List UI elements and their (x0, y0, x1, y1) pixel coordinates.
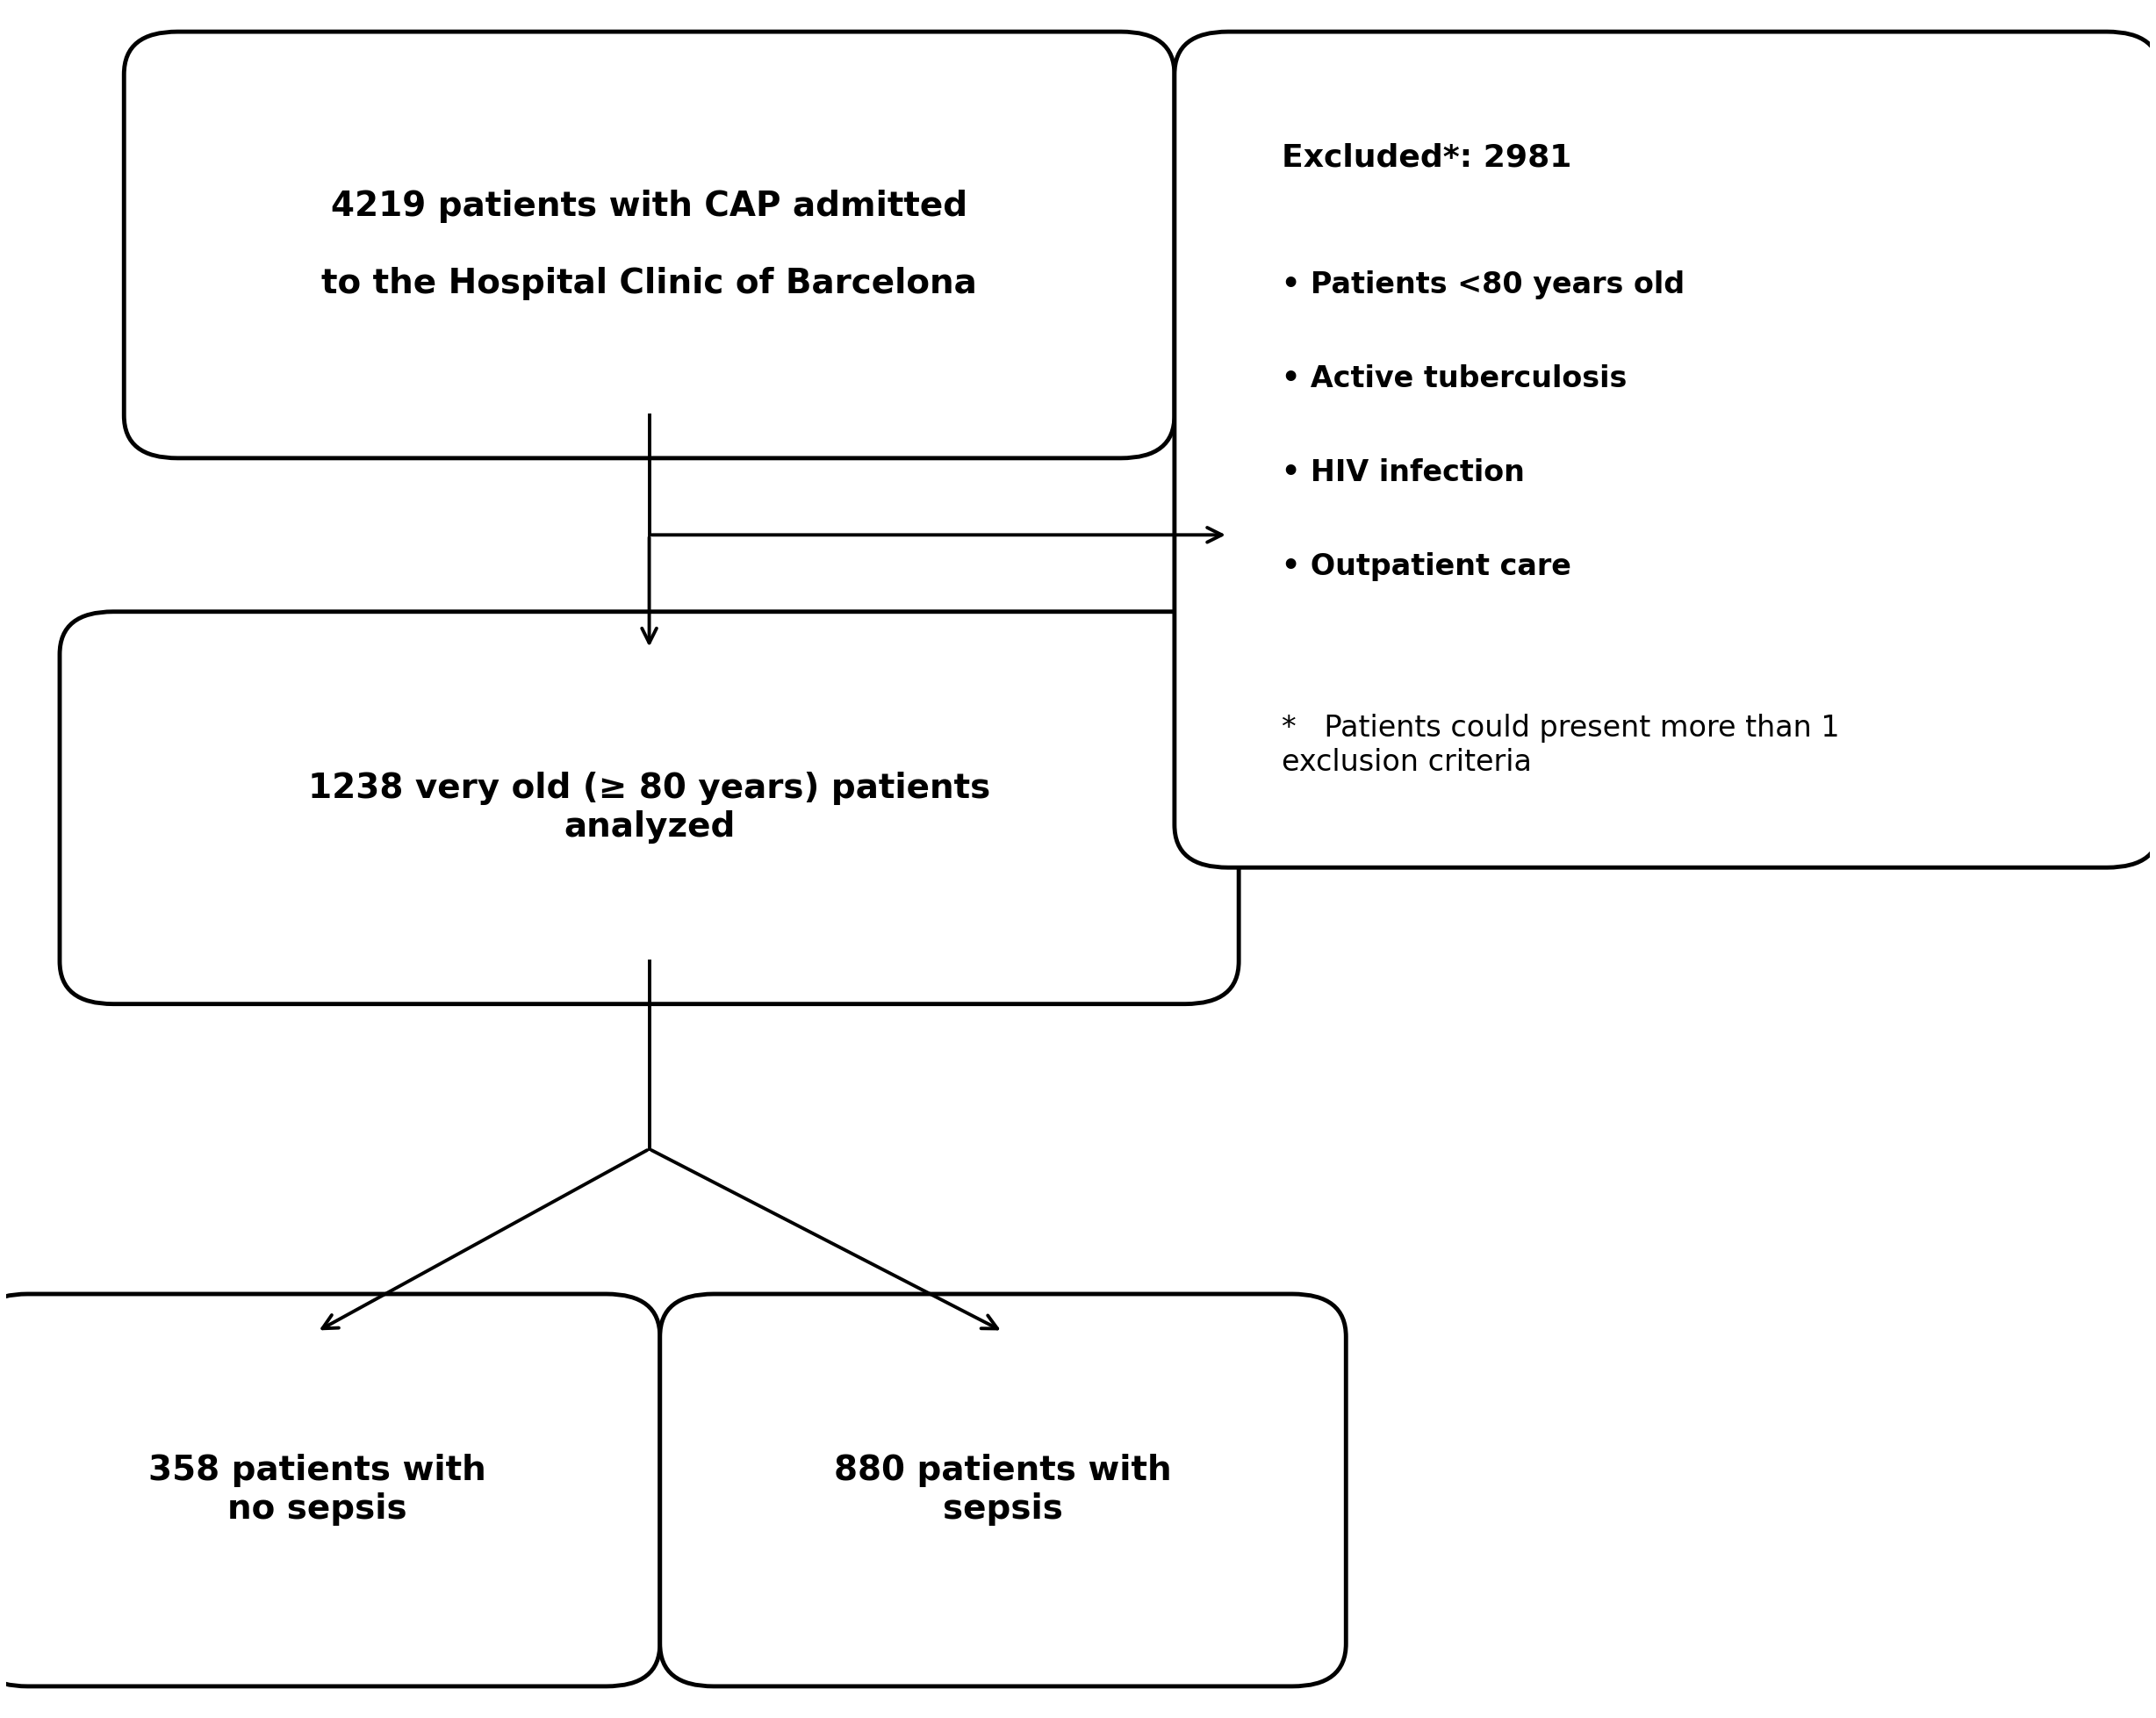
Text: • Active tuberculosis: • Active tuberculosis (1281, 364, 1628, 393)
Text: Excluded*: 2981: Excluded*: 2981 (1281, 143, 1572, 172)
Text: *   Patients could present more than 1
exclusion criteria: * Patients could present more than 1 exc… (1281, 715, 1839, 777)
FancyBboxPatch shape (60, 612, 1240, 1003)
FancyBboxPatch shape (125, 31, 1175, 459)
Text: • HIV infection: • HIV infection (1281, 459, 1524, 488)
Text: 4219 patients with CAP admitted

to the Hospital Clinic of Barcelona: 4219 patients with CAP admitted to the H… (321, 189, 977, 301)
FancyBboxPatch shape (1175, 31, 2156, 868)
Text: 880 patients with
sepsis: 880 patients with sepsis (834, 1453, 1173, 1526)
FancyBboxPatch shape (660, 1294, 1345, 1687)
Text: 1238 very old (≥ 80 years) patients
analyzed: 1238 very old (≥ 80 years) patients anal… (308, 771, 990, 844)
Text: 358 patients with
no sepsis: 358 patients with no sepsis (149, 1453, 485, 1526)
Text: • Outpatient care: • Outpatient care (1281, 551, 1572, 581)
FancyBboxPatch shape (0, 1294, 660, 1687)
Text: • Patients <80 years old: • Patients <80 years old (1281, 270, 1684, 299)
